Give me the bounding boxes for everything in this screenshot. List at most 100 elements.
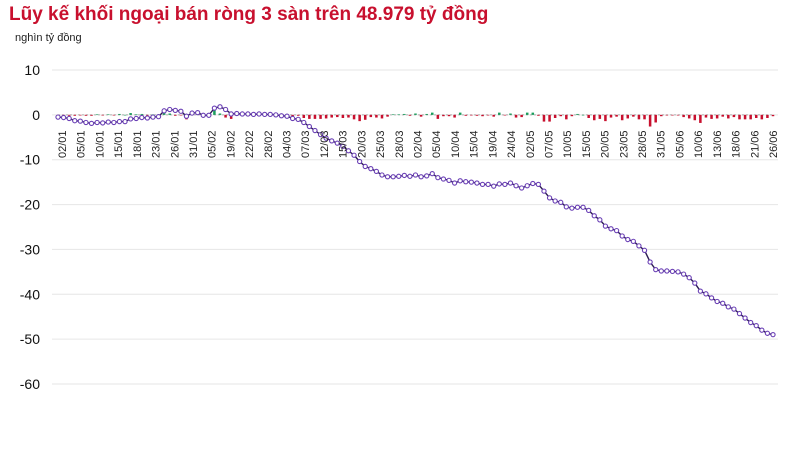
y-tick-label: 0 [32,107,40,123]
bar [341,114,345,118]
line-point [479,181,486,188]
line-point [301,119,307,126]
line-point [144,115,151,121]
line-point [412,172,419,178]
line-point [228,111,234,117]
bar [386,114,389,117]
line-point [368,166,374,172]
line-point [239,111,245,117]
line-point [485,181,491,188]
line-point [675,269,681,275]
x-tick-label: 19/02 [225,130,237,158]
bar [296,114,300,116]
line-point [329,138,335,144]
line-point [602,223,609,229]
bar [525,112,529,115]
bar [671,114,674,116]
bar [486,114,490,116]
line-point [194,109,201,116]
x-tick-label: 18/01 [132,130,144,158]
bar [179,114,183,116]
bar [129,113,132,115]
line-point [317,131,324,138]
line-point [127,116,134,122]
bar [95,114,99,116]
line-point [591,213,597,219]
bar [134,114,138,116]
bar [308,114,311,119]
x-tick-label: 25/03 [375,130,387,158]
line-point [541,188,547,194]
line-point [273,112,279,118]
bar [715,114,719,119]
line-point [725,304,731,310]
line-point [340,143,346,149]
x-tick-label: 12/03 [319,130,331,158]
line-point [468,179,475,185]
x-tick-label: 07/03 [300,130,312,158]
bar [587,114,590,118]
line-point [491,183,497,189]
line-point [161,108,167,114]
bar [509,113,512,115]
bar [559,114,562,117]
chart-title: Lũy kế khối ngoại bán ròng 3 sàn trên 48… [9,4,489,25]
bar [620,114,624,121]
x-tick-label: 23/01 [151,130,163,158]
line-point [345,148,352,154]
x-tick-label: 19/04 [487,130,499,158]
bar [553,114,557,118]
bar [609,114,613,118]
x-tick-label: 18/06 [731,130,743,158]
line-point [390,174,396,180]
line-point [418,174,424,180]
x-tick-label: 10/06 [693,130,705,158]
bar [470,114,473,116]
line-point [574,204,581,210]
bar [397,114,400,116]
bar [358,114,361,122]
bar [771,114,775,117]
line-point [306,123,313,130]
line-point [524,183,530,189]
bar [721,114,724,117]
bar [218,113,222,115]
line-point [703,291,709,297]
bar [492,114,495,117]
bar [324,114,328,119]
line-point [183,113,190,119]
bar [90,114,93,116]
line-point [530,180,536,187]
line-point [429,170,435,177]
line-point [362,163,368,170]
line-point [569,205,575,211]
x-tick-label: 28/02 [263,130,275,158]
line-point [116,118,123,125]
line-point [753,323,759,329]
bar [727,114,730,119]
line-point [407,173,413,179]
bar [436,114,440,119]
x-tick-label: 05/02 [207,130,219,158]
x-tick-label: 26/01 [169,130,181,158]
line-point [435,175,441,181]
y-tick-label: -20 [20,197,40,213]
line-point [351,152,357,158]
bar [704,114,708,118]
bar [79,114,82,116]
line-point [396,173,402,179]
line-point [250,111,257,118]
y-tick-label: 10 [24,62,40,78]
line-point [686,275,692,281]
line-point [641,247,648,253]
bar [302,114,306,118]
line-point [714,298,720,305]
bar [760,114,764,120]
line-point [211,105,218,111]
bar [531,112,535,115]
bar [213,109,216,115]
line-point [200,112,206,118]
x-tick-label: 04/03 [282,130,294,158]
line-point [334,140,340,146]
